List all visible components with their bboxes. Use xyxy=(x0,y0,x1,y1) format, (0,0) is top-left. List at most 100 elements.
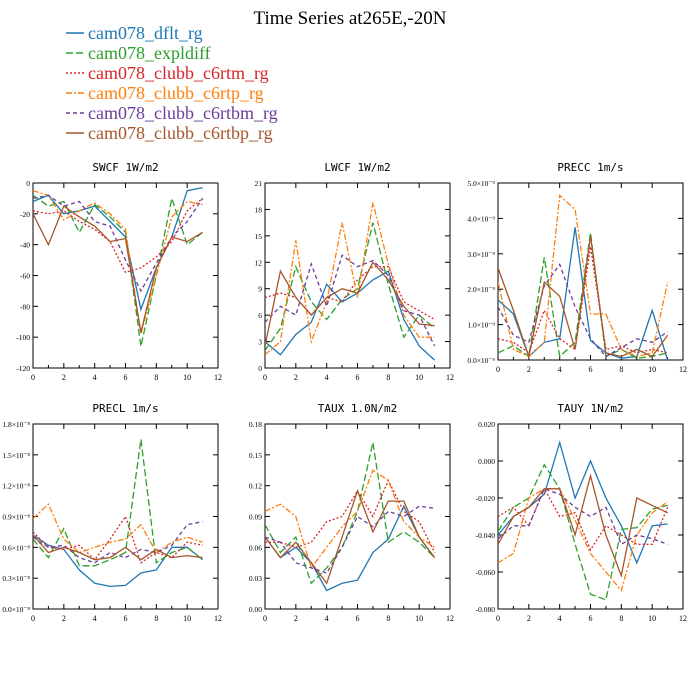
series-line-cam078_dflt_rg xyxy=(33,186,203,312)
x-tick-label: 2 xyxy=(62,614,66,623)
x-tick-label: 0 xyxy=(31,614,35,623)
series-line-cam078_clubb_c6rtp_rg xyxy=(498,488,668,592)
series-line-cam078_clubb_c6rtm_rg xyxy=(33,197,204,274)
y-tick-label: -20 xyxy=(20,210,30,219)
y-tick-label: 0.9×10⁻⁸ xyxy=(2,513,30,522)
x-tick-label: 12 xyxy=(214,373,222,382)
y-tick-label: 1.5×10⁻⁸ xyxy=(2,451,30,460)
y-tick-label: 15 xyxy=(255,232,263,241)
series-line-cam078_clubb_c6rtp_rg xyxy=(265,469,435,570)
series-line-cam078_expldiff xyxy=(265,222,436,351)
series-line-cam078_expldiff xyxy=(498,232,668,359)
panels: SWCF 1W/m2 0 2 4 6 8 10 12 -120 -100 -80 -60 -40 -20 0… xyxy=(2,161,687,623)
series-group xyxy=(33,439,204,588)
series-line-cam078_clubb_c6rtm_rg xyxy=(498,487,669,552)
x-tick-label: 8 xyxy=(619,614,623,623)
x-tick-label: 10 xyxy=(648,614,656,623)
y-tick-label: 21 xyxy=(255,179,263,188)
x-tick-label: 8 xyxy=(154,614,158,623)
legend-label: cam078_clubb_c6rtbm_rg xyxy=(88,103,278,123)
y-tick-label: 18 xyxy=(255,205,263,214)
y-tick-label: -0.040 xyxy=(476,531,496,540)
panel-title: PRECC 1m/s xyxy=(557,161,623,174)
panel-title: LWCF 1W/m2 xyxy=(324,161,390,174)
y-tick-label: 0.0×10⁻⁸ xyxy=(2,605,30,614)
y-tick-label: 0.000 xyxy=(478,457,495,466)
y-tick-label: 0.12 xyxy=(249,482,262,491)
y-tick-label: 1.2×10⁻⁸ xyxy=(2,482,30,491)
y-tick-label: 1.8×10⁻⁸ xyxy=(2,420,30,429)
y-tick-label: 0.0×10⁻⁹ xyxy=(467,356,495,365)
chart-panel-4: TAUX 1.0N/m2 0 2 4 6 8 10 12 0.00 0.03 0.06 0.09 0.1… xyxy=(249,402,454,623)
y-tick-label: 0.06 xyxy=(249,543,262,552)
series-group xyxy=(498,440,669,601)
series-line-cam078_clubb_c6rtp_rg xyxy=(33,190,203,335)
x-tick-label: 4 xyxy=(325,614,329,623)
legend-label: cam078_expldiff xyxy=(88,43,211,63)
legend-label: cam078_clubb_c6rtbp_rg xyxy=(88,123,273,143)
x-tick-label: 2 xyxy=(294,614,298,623)
x-tick-label: 0 xyxy=(496,614,500,623)
y-tick-label: 1.0×10⁻⁹ xyxy=(467,321,495,330)
chart-panel-1: LWCF 1W/m2 0 2 4 6 8 10 12 0 3 6 9 12 15 18 21 xyxy=(255,161,455,382)
series-group xyxy=(33,186,204,347)
x-tick-label: 10 xyxy=(648,365,656,374)
x-tick-label: 2 xyxy=(294,373,298,382)
y-tick-label: 3 xyxy=(258,338,262,347)
plot-frame xyxy=(264,423,451,610)
series-line-cam078_clubb_c6rtp_rg xyxy=(265,202,435,356)
y-tick-label: -40 xyxy=(20,241,30,250)
series-line-cam078_clubb_c6rtbm_rg xyxy=(33,520,203,564)
series-line-cam078_clubb_c6rtbp_rg xyxy=(33,534,203,561)
panel-title: SWCF 1W/m2 xyxy=(92,161,158,174)
x-tick-label: 6 xyxy=(124,614,128,623)
y-tick-label: 12 xyxy=(255,258,263,267)
x-tick-label: 0 xyxy=(263,614,267,623)
plot-frame xyxy=(497,423,684,610)
y-tick-label: 9 xyxy=(258,285,262,294)
panel-title: TAUY 1N/m2 xyxy=(557,402,623,415)
series-line-cam078_clubb_c6rtm_rg xyxy=(265,478,436,553)
y-tick-label: 0.00 xyxy=(249,605,262,614)
chart-panel-2: PRECC 1m/s 0 2 4 6 8 10 12 0.0×10⁻⁹ 1.0×10⁻⁹ 2.0×1… xyxy=(467,161,687,374)
y-tick-label: 0 xyxy=(258,364,262,373)
y-tick-label: -60 xyxy=(20,272,30,281)
x-tick-label: 12 xyxy=(679,614,687,623)
x-tick-label: 6 xyxy=(589,365,593,374)
series-line-cam078_clubb_c6rtbp_rg xyxy=(33,205,203,333)
x-tick-label: 12 xyxy=(214,614,222,623)
y-tick-label: 2.0×10⁻⁹ xyxy=(467,285,495,294)
y-tick-label: 4.0×10⁻⁹ xyxy=(467,214,495,223)
series-line-cam078_dflt_rg xyxy=(33,534,204,588)
x-tick-label: 8 xyxy=(154,373,158,382)
series-line-cam078_clubb_c6rtbp_rg xyxy=(265,261,435,347)
x-tick-label: 6 xyxy=(356,373,360,382)
x-tick-label: 6 xyxy=(124,373,128,382)
y-tick-label: 0.09 xyxy=(249,513,262,522)
series-line-cam078_expldiff xyxy=(33,194,204,347)
x-tick-label: 8 xyxy=(619,365,623,374)
x-tick-label: 2 xyxy=(62,373,66,382)
x-tick-label: 2 xyxy=(527,614,531,623)
y-tick-label: 5.0×10⁻⁹ xyxy=(467,179,495,188)
x-tick-label: 10 xyxy=(183,373,191,382)
series-line-cam078_clubb_c6rtbm_rg xyxy=(265,254,436,347)
y-tick-label: 0.020 xyxy=(478,420,495,429)
plot-frame xyxy=(264,182,451,369)
series-group xyxy=(265,442,436,592)
y-tick-label: -80 xyxy=(20,302,30,311)
x-tick-label: 6 xyxy=(356,614,360,623)
y-tick-label: 0.03 xyxy=(249,574,262,583)
x-tick-label: 2 xyxy=(527,365,531,374)
y-tick-label: 6 xyxy=(258,311,262,320)
series-line-cam078_expldiff xyxy=(498,463,668,601)
x-tick-label: 4 xyxy=(558,614,562,623)
y-tick-label: 3.0×10⁻⁹ xyxy=(467,250,495,259)
series-line-cam078_clubb_c6rtbm_rg xyxy=(265,505,435,574)
x-tick-label: 0 xyxy=(496,365,500,374)
plot-frame xyxy=(497,182,684,361)
series-line-cam078_clubb_c6rtm_rg xyxy=(33,515,203,564)
series-line-cam078_clubb_c6rtbm_rg xyxy=(498,487,668,546)
x-tick-label: 12 xyxy=(446,373,454,382)
